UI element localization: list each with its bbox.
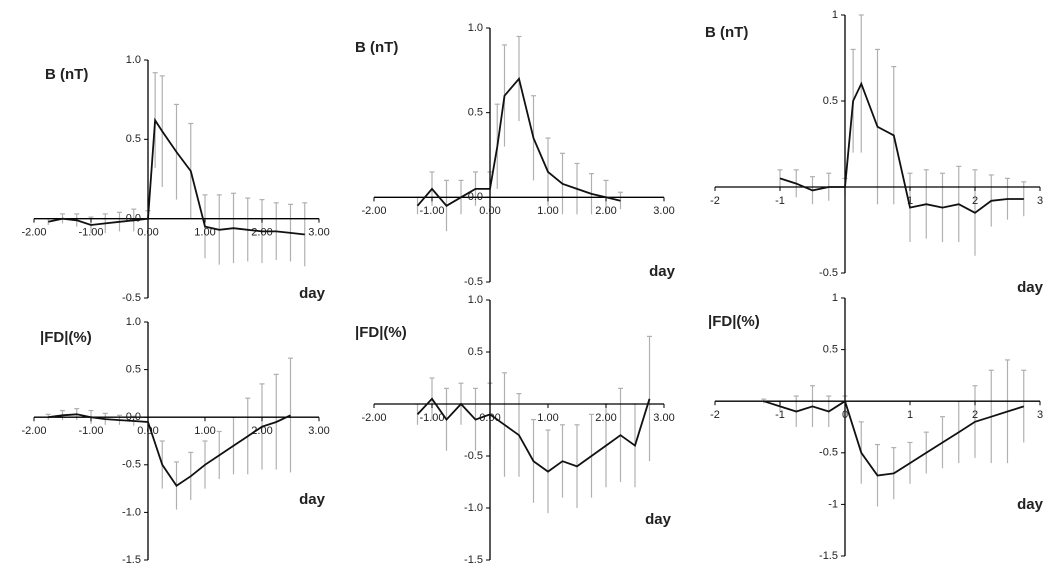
x-tick-label: 3.00	[653, 412, 674, 424]
x-axis-label: day	[645, 511, 672, 528]
y-axis-label: B (nT)	[355, 39, 398, 56]
x-tick-label: 3.00	[308, 425, 329, 437]
y-tick-label: 0.5	[468, 346, 483, 358]
x-tick-label: 1.00	[194, 227, 215, 239]
x-tick-label: 0.00	[137, 425, 158, 437]
y-tick-label: -0.5	[819, 267, 838, 279]
x-tick-label: 2.00	[595, 205, 616, 217]
y-tick-label: -1	[828, 498, 838, 510]
x-tick-label: 2	[972, 409, 978, 421]
y-tick-label: -1.0	[464, 502, 483, 514]
data-line	[48, 117, 305, 236]
x-tick-label: -2.00	[361, 412, 386, 424]
x-tick-label: 2.00	[595, 412, 616, 424]
data-line	[416, 76, 621, 207]
y-tick-label: -0.5	[464, 276, 483, 288]
y-axis-label: B (nT)	[45, 66, 88, 83]
x-tick-label: 2.00	[251, 227, 272, 239]
y-tick-label: -1.5	[464, 554, 483, 566]
x-tick-label: -1.00	[78, 425, 103, 437]
y-tick-label: 1.0	[468, 22, 483, 34]
y-tick-label: 0.5	[823, 344, 838, 356]
y-axis-label: B (nT)	[705, 24, 748, 41]
x-tick-label: 1	[907, 409, 913, 421]
x-tick-label: 1.00	[537, 412, 558, 424]
x-tick-label: 2.00	[251, 425, 272, 437]
x-tick-label: -1.00	[419, 412, 444, 424]
data-line	[416, 397, 651, 473]
y-tick-label: 1.0	[126, 54, 141, 66]
data-line	[779, 81, 1024, 214]
x-tick-label: 3	[1037, 409, 1043, 421]
y-tick-label: 0.0	[468, 191, 483, 203]
x-tick-label: 0.00	[479, 412, 500, 424]
data-line	[763, 399, 1025, 477]
y-tick-label: 1	[832, 9, 838, 21]
y-tick-label: 0.5	[823, 95, 838, 107]
x-tick-label: 0.00	[479, 205, 500, 217]
x-tick-label: 1.00	[194, 425, 215, 437]
x-tick-label: -2.00	[21, 425, 46, 437]
y-tick-label: -0.5	[122, 459, 141, 471]
x-tick-label: -2	[710, 195, 720, 207]
x-tick-label: 3.00	[308, 227, 329, 239]
x-tick-label: -1.00	[419, 205, 444, 217]
x-axis-label: day	[649, 263, 676, 280]
y-tick-label: 0.0	[126, 213, 141, 225]
x-tick-label: -2.00	[361, 205, 386, 217]
y-tick-label: 0.5	[126, 364, 141, 376]
y-tick-label: -1.0	[122, 506, 141, 518]
y-tick-label: 0.5	[126, 133, 141, 145]
x-tick-label: -1	[775, 409, 785, 421]
x-tick-label: 3	[1037, 195, 1043, 207]
y-tick-label: 1	[832, 292, 838, 304]
x-tick-label: 1	[907, 195, 913, 207]
y-tick-label: 1.0	[468, 294, 483, 306]
x-tick-label: -2.00	[21, 227, 46, 239]
y-axis-label: |FD|(%)	[708, 313, 760, 330]
y-tick-label: 0.5	[468, 107, 483, 119]
data-line	[48, 413, 291, 487]
x-axis-label: day	[1017, 496, 1044, 513]
y-axis-label: |FD|(%)	[355, 324, 407, 341]
x-tick-label: 2	[972, 195, 978, 207]
x-tick-label: 0.00	[137, 227, 158, 239]
x-tick-label: -1.00	[78, 227, 103, 239]
x-tick-label: 3.00	[653, 205, 674, 217]
y-axis-label: |FD|(%)	[40, 329, 92, 346]
y-tick-label: -0.5	[122, 292, 141, 304]
x-axis-label: day	[299, 491, 326, 508]
x-tick-label: -2	[710, 409, 720, 421]
x-tick-label: 1.00	[537, 205, 558, 217]
y-tick-label: -0.5	[819, 447, 838, 459]
x-tick-label: 0	[842, 409, 848, 421]
x-tick-label: -1	[775, 195, 785, 207]
x-axis-label: day	[1017, 279, 1044, 296]
y-tick-label: 1.0	[126, 316, 141, 328]
y-tick-label: -1.5	[122, 554, 141, 566]
x-axis-label: day	[299, 285, 326, 302]
y-tick-label: -0.5	[464, 450, 483, 462]
y-tick-label: -1.5	[819, 550, 838, 562]
